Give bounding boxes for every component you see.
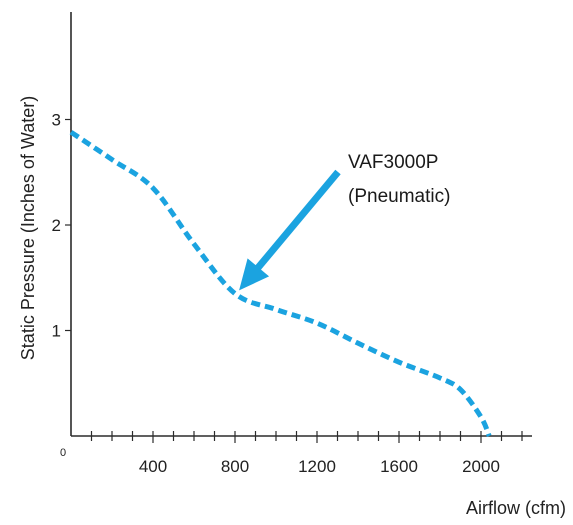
origin-label: 0	[60, 447, 66, 459]
x-tick-label: 1200	[298, 457, 336, 476]
y-tick-label: 1	[52, 322, 61, 341]
series-line	[69, 130, 492, 437]
axes	[70, 12, 532, 437]
x-tick-label: 2000	[462, 457, 500, 476]
x-axis-title: Airflow (cfm)	[466, 498, 566, 518]
y-ticks: 1 2 3	[52, 111, 71, 341]
plot-area	[69, 130, 492, 437]
annotation-subtitle: (Pneumatic)	[348, 186, 450, 207]
x-tick-label: 1600	[380, 457, 418, 476]
annotation: VAF3000P (Pneumatic)	[239, 152, 450, 291]
annotation-title: VAF3000P	[348, 152, 438, 173]
annotation-arrow-icon	[254, 169, 341, 272]
x-tick-label: 800	[221, 457, 249, 476]
x-ticks: 400 800 1200 1600 2000	[90, 431, 523, 476]
y-tick-label: 3	[52, 111, 61, 130]
x-tick-label: 400	[139, 457, 167, 476]
annotation-arrowhead-icon	[239, 258, 270, 291]
y-axis-title: Static Pressure (Inches of Water)	[18, 96, 38, 360]
y-tick-label: 2	[52, 216, 61, 235]
